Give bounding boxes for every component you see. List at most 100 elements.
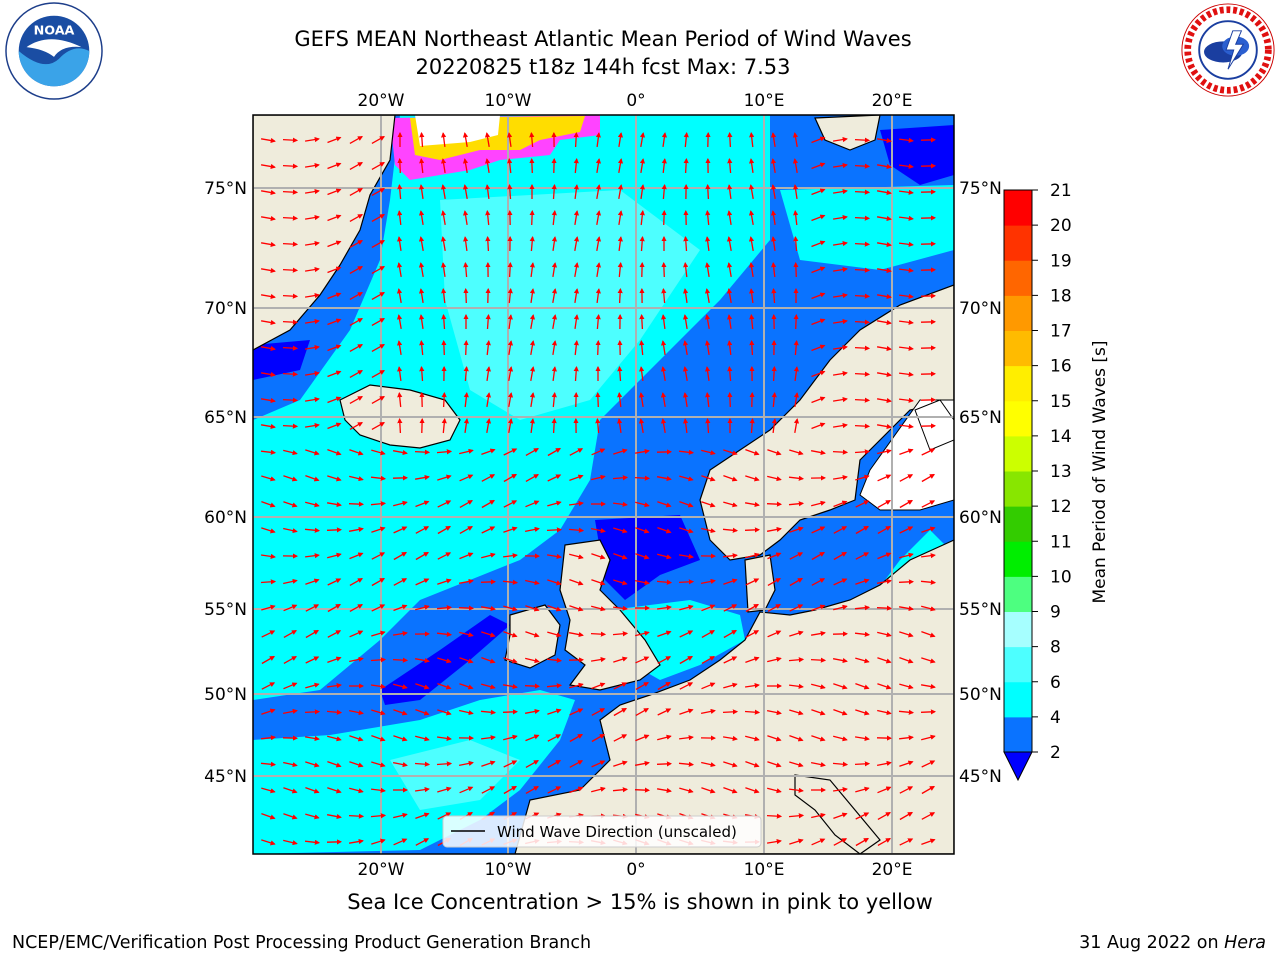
colorbar-swatch [1004,400,1032,437]
wind-arrow [485,339,491,356]
wind-arrow [745,552,760,559]
wind-arrow [392,630,408,637]
wind-arrow [415,551,430,561]
sea-ice-white [415,115,500,146]
wind-arrow [855,709,870,716]
wind-arrow [899,241,914,247]
wind-arrow [547,500,562,507]
wind-arrow [793,261,799,278]
wind-arrow [705,417,711,434]
wind-arrow [260,189,276,196]
wind-arrow [591,682,606,690]
colorbar-tick-label: 18 [1050,286,1072,306]
wind-arrow [656,787,672,794]
wind-arrow [348,813,365,819]
wind-arrow [789,683,804,689]
wind-arrow [507,418,514,434]
wind-arrow [393,578,408,586]
wind-arrow [283,656,298,664]
wind-arrow [722,527,739,533]
wind-arrow [639,132,646,148]
wind-arrow [749,158,755,173]
lat-tick: 55°N [204,600,247,620]
wind-arrow [371,370,386,378]
map-field [253,115,954,854]
wind-arrow [657,630,672,638]
wind-arrow [503,448,518,456]
wind-arrow [788,501,805,507]
wind-arrow [392,449,408,456]
wind-arrow [679,527,694,534]
wind-arrow [832,188,848,195]
wind-arrow [639,235,645,252]
wind-arrow [635,682,650,690]
wind-arrow [261,839,276,846]
wind-arrow [261,708,276,715]
wind-arrow [349,344,364,352]
wind-arrow [613,734,628,742]
wind-arrow [678,579,695,585]
wind-arrow [921,473,936,483]
wind-arrow [393,812,408,819]
lat-tick: 75°N [204,179,247,199]
wind-arrow [440,158,447,174]
wind-arrow [635,630,650,637]
wind-arrow [899,267,914,273]
wind-arrow [393,735,408,742]
wind-arrow [349,188,364,196]
wind-arrow [811,370,826,378]
colorbar-tick-label: 4 [1050,708,1061,728]
wind-arrow [793,418,800,434]
wind-arrow [437,500,452,508]
wind-arrow [748,262,755,278]
colorbar-tick-label: 17 [1050,322,1072,342]
wind-arrow [304,266,320,273]
wind-arrow [305,449,320,456]
wind-arrow [793,392,800,408]
wind-arrow [771,365,777,382]
wind-arrow [745,760,760,768]
wind-arrow [371,422,386,430]
wind-arrow [397,157,403,174]
wind-arrow [793,339,799,356]
wind-arrow [899,811,914,821]
wind-arrow [327,136,342,144]
wind-arrow [503,630,518,638]
wind-arrow [371,449,386,456]
wind-arrow [660,418,667,434]
wind-arrow [327,344,342,352]
wind-arrow [770,184,777,200]
wind-arrow [657,605,672,611]
wind-arrow [507,287,513,304]
wind-arrow [899,499,914,509]
wind-arrow [921,526,936,533]
wind-arrow [371,552,386,560]
wind-arrow [547,786,562,794]
wind-arrow [525,448,540,456]
wind-arrow [855,682,870,690]
wind-arrow [282,345,299,351]
wind-arrow [770,158,777,174]
wind-arrow [639,184,645,199]
wind-arrow [529,209,535,226]
wind-arrow [723,761,738,768]
wind-arrow [634,579,650,586]
wind-arrow [679,708,694,715]
wind-arrow [771,287,777,304]
wind-arrow [463,365,469,382]
wind-arrow [525,474,540,482]
wind-arrow [327,630,342,638]
wind-arrow [678,449,695,455]
wind-arrow [326,709,343,715]
wind-arrows [260,131,937,847]
wind-arrow [283,501,298,508]
wind-arrow [683,288,689,303]
lon-ticks-top: 20°W 10°W 0° 10°E 20°E [358,91,913,111]
wind-arrow [260,397,276,404]
wind-arrow [481,683,496,690]
wind-arrow [657,526,672,534]
wind-arrow [876,371,892,378]
wind-arrow [723,501,738,508]
wind-arrow [261,527,276,534]
wind-arrow [661,287,667,304]
